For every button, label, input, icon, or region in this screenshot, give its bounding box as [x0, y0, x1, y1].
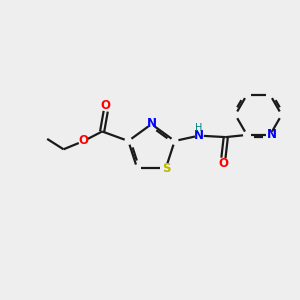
- Text: O: O: [218, 157, 228, 170]
- Text: N: N: [146, 117, 157, 130]
- Text: O: O: [101, 99, 111, 112]
- Text: S: S: [162, 162, 171, 175]
- Text: N: N: [194, 129, 204, 142]
- Text: O: O: [79, 134, 89, 148]
- Text: H: H: [195, 123, 203, 133]
- Text: N: N: [267, 128, 277, 141]
